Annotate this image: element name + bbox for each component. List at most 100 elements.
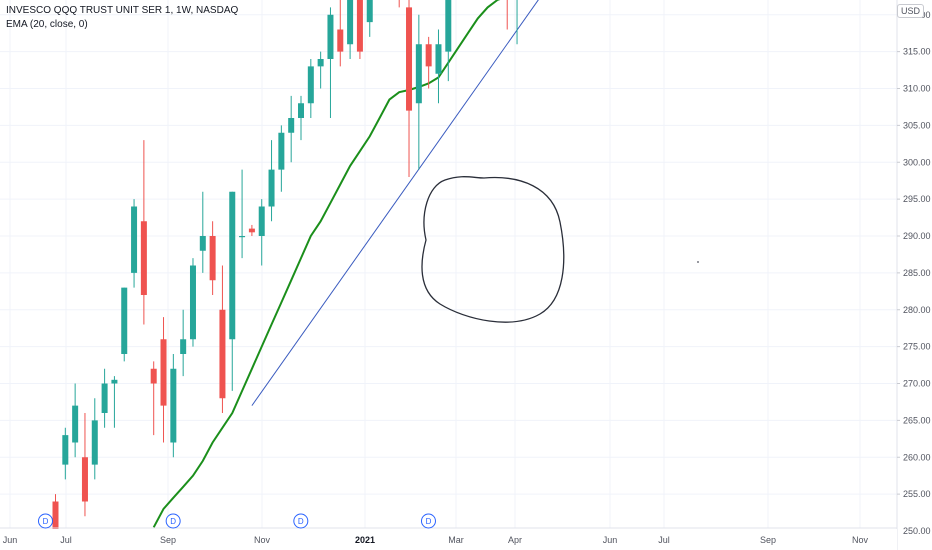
candle-body bbox=[248, 228, 255, 233]
dividend-letter: D bbox=[43, 517, 49, 526]
candle-body bbox=[140, 221, 147, 295]
candle[interactable] bbox=[327, 7, 334, 118]
candle[interactable] bbox=[62, 427, 69, 480]
circle-annotation[interactable] bbox=[421, 176, 565, 323]
time-tick-label: Mar bbox=[448, 535, 464, 545]
candle-body bbox=[258, 206, 265, 236]
candle[interactable] bbox=[81, 413, 88, 517]
candle-body bbox=[209, 236, 216, 281]
candle-body bbox=[268, 169, 275, 207]
candle[interactable] bbox=[317, 51, 324, 89]
time-tick-label: Nov bbox=[254, 535, 271, 545]
indicator-title[interactable]: EMA (20, close, 0) bbox=[6, 19, 88, 30]
candle[interactable] bbox=[298, 95, 304, 141]
candle[interactable] bbox=[239, 169, 246, 259]
candle-body bbox=[278, 132, 285, 170]
symbol-title[interactable]: INVESCO QQQ TRUST UNIT SER 1, 1W, NASDAQ bbox=[6, 5, 239, 16]
candle-body bbox=[121, 287, 128, 354]
candle[interactable] bbox=[396, 0, 402, 8]
candle[interactable] bbox=[307, 59, 314, 118]
candle-body bbox=[347, 0, 354, 45]
candle[interactable] bbox=[435, 29, 442, 104]
chart-legend: INVESCO QQQ TRUST UNIT SER 1, 1W, NASDAQ… bbox=[6, 4, 238, 32]
dividend-marker[interactable]: D bbox=[420, 513, 436, 529]
candle-body bbox=[72, 405, 79, 443]
candle[interactable] bbox=[170, 354, 177, 458]
dividend-marker[interactable]: D bbox=[38, 513, 53, 529]
price-tick-label: 305.00 bbox=[903, 120, 931, 130]
candle[interactable] bbox=[288, 95, 295, 163]
dividend-marker[interactable]: D bbox=[165, 513, 181, 529]
candle-body bbox=[81, 457, 88, 502]
candle[interactable] bbox=[278, 125, 285, 192]
dividend-circle bbox=[420, 513, 436, 529]
candle[interactable] bbox=[101, 368, 108, 428]
price-tick-label: 260.00 bbox=[903, 452, 931, 462]
candle-body bbox=[219, 309, 226, 399]
time-axis[interactable]: Jun Jul Sep Nov 2021 Mar Apr Jun Jul Sep Nov bbox=[0, 527, 897, 550]
time-tick-label: Apr bbox=[508, 535, 522, 545]
candle-body bbox=[406, 7, 413, 111]
candle[interactable] bbox=[180, 309, 187, 377]
candle[interactable] bbox=[189, 258, 196, 347]
trendline[interactable] bbox=[251, 0, 757, 406]
price-tick-label: 300.00 bbox=[903, 157, 931, 167]
candle-body bbox=[435, 44, 442, 74]
price-axis[interactable]: 255.00 260.00 265.00 270.00 275.00 280.00 285.… bbox=[896, 0, 931, 550]
candle-body bbox=[337, 29, 344, 52]
time-tick-label: Jun bbox=[3, 535, 18, 545]
candle[interactable] bbox=[504, 0, 510, 30]
trendlines[interactable] bbox=[251, 0, 757, 406]
candle-body bbox=[62, 435, 69, 465]
candle[interactable] bbox=[425, 36, 432, 89]
candle[interactable] bbox=[209, 221, 216, 295]
ema-20-line bbox=[152, 0, 501, 528]
candle-body bbox=[366, 0, 373, 23]
candle-body bbox=[91, 420, 98, 465]
candle-body bbox=[445, 0, 452, 52]
price-tick-label: 250.00 bbox=[903, 526, 931, 536]
candle[interactable] bbox=[356, 0, 363, 59]
time-tick-label: Sep bbox=[160, 535, 176, 545]
candle[interactable] bbox=[72, 383, 79, 458]
candle[interactable] bbox=[445, 0, 452, 82]
candle[interactable] bbox=[406, 0, 413, 177]
candle-body bbox=[111, 379, 118, 384]
candle[interactable] bbox=[229, 191, 236, 391]
candle-body bbox=[425, 44, 432, 67]
candle[interactable] bbox=[415, 14, 422, 170]
candle[interactable] bbox=[131, 199, 138, 288]
dividend-marker[interactable]: D bbox=[293, 513, 309, 529]
price-tick-label: 255.00 bbox=[903, 489, 931, 499]
time-tick-label: Jul bbox=[658, 535, 670, 545]
candle[interactable] bbox=[347, 0, 354, 59]
candle-body bbox=[131, 206, 138, 273]
candle[interactable] bbox=[140, 140, 147, 325]
candle[interactable] bbox=[366, 0, 373, 37]
time-axis-bg bbox=[0, 529, 897, 550]
dividend-circle bbox=[165, 513, 181, 529]
candle-body bbox=[317, 59, 324, 67]
candle[interactable] bbox=[199, 191, 206, 273]
currency-label[interactable]: USD bbox=[896, 4, 924, 18]
candle-body bbox=[101, 383, 108, 413]
price-tick-label: 310.00 bbox=[903, 84, 931, 94]
candle[interactable] bbox=[258, 199, 265, 266]
candle-body bbox=[415, 44, 422, 104]
candle[interactable] bbox=[268, 140, 275, 222]
candle[interactable] bbox=[219, 265, 226, 414]
candle-body bbox=[52, 501, 59, 539]
candle[interactable] bbox=[150, 361, 157, 436]
candle-body bbox=[199, 236, 206, 251]
candles[interactable] bbox=[52, 0, 521, 550]
hand-drawn-circle bbox=[421, 176, 565, 323]
candle[interactable] bbox=[121, 287, 128, 362]
candle[interactable] bbox=[111, 376, 118, 428]
candle[interactable] bbox=[337, 0, 344, 67]
candle[interactable] bbox=[248, 224, 255, 236]
candle[interactable] bbox=[91, 398, 98, 480]
candle[interactable] bbox=[160, 317, 167, 443]
candle[interactable] bbox=[514, 0, 520, 45]
